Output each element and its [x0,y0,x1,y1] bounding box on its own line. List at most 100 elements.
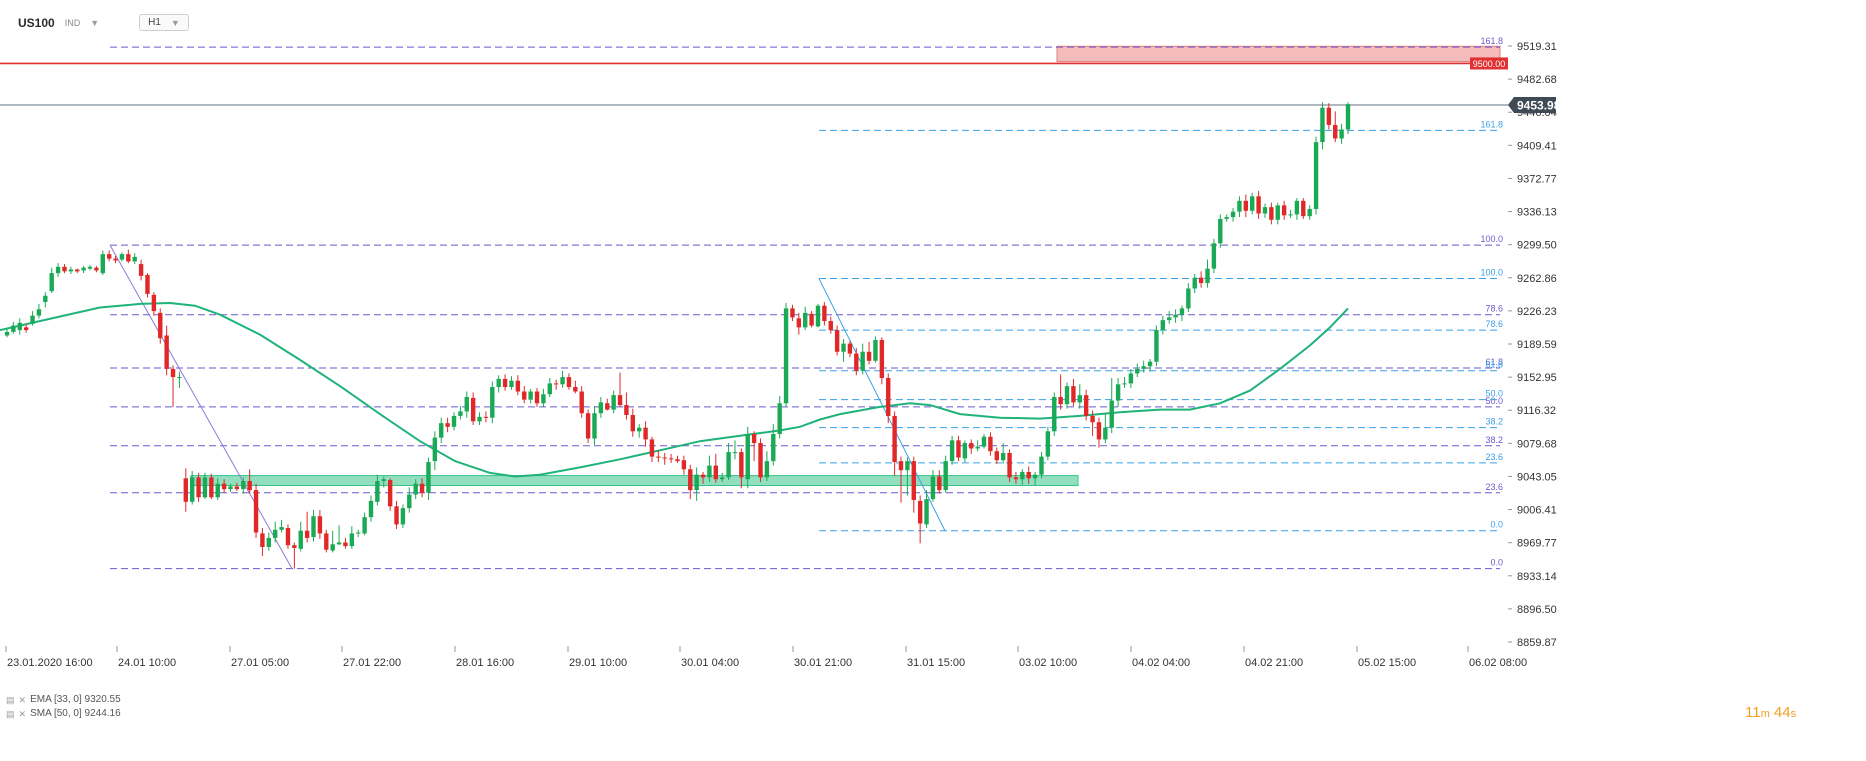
candle-body [1020,471,1025,480]
candle-body [1243,200,1249,211]
resistance-price-tag [1470,57,1508,70]
candle-body [17,322,22,331]
candle-body [1211,243,1217,269]
candle-body [36,309,42,316]
timer-minutes-unit: m [1760,708,1770,720]
candle-body [451,415,457,427]
x-axis-tick-label: 05.02 15:00 [1358,657,1416,669]
candle-body [279,527,284,530]
candle-body [1307,208,1312,217]
candle-body [196,477,201,498]
candle-body [30,315,35,324]
candle-body [611,395,616,410]
settings-icon[interactable]: ▤ [6,709,15,719]
candle-body [119,254,125,260]
y-axis-tick-label: 9043.05 [1517,471,1557,483]
candle-body [87,266,93,269]
candle-body [1013,477,1019,480]
candle-body [49,273,54,292]
x-axis-tick-label: 30.01 04:00 [681,657,739,669]
chevron-down-icon: ▼ [170,17,180,28]
candle-body [151,294,157,312]
fib-level-label: 61.8 [1485,360,1503,370]
instrument-type-badge: IND [64,17,81,28]
candle-body [592,413,597,439]
candle-body [758,443,763,478]
candle-body [675,459,680,462]
candle-body [917,500,923,524]
candle-body [866,351,872,361]
candle-body [522,391,527,400]
candle-body [266,537,272,547]
candle-body [937,476,942,491]
candle-body [1313,142,1319,209]
candle-body [617,395,623,406]
candle-body [777,403,782,435]
x-axis-tick-label: 29.01 10:00 [569,657,627,669]
candle-body [681,460,687,470]
candle-body [228,486,233,490]
fib-level-label: 161.8 [1480,36,1503,46]
candle-body [189,477,195,502]
fib-level-label: 50.0 [1485,389,1503,399]
candle-body [1339,129,1344,139]
candle-body [828,321,833,331]
candle-body [336,542,342,545]
candle-body [1115,384,1121,401]
candle-body [700,474,706,478]
candle-body [943,461,948,491]
candle-body [1205,268,1210,284]
close-icon[interactable]: ✕ [18,695,27,705]
candle-body [432,437,438,462]
candle-body [1058,396,1063,405]
candle-body [636,427,642,432]
candle-body [739,452,744,478]
symbol-label[interactable]: US100 [18,15,55,30]
resistance-zone [1056,45,1501,63]
candle-body [234,486,240,490]
y-axis-tick-label: 9079.68 [1517,438,1557,450]
candle-body [145,274,150,294]
candle-body [113,258,118,261]
candle-body [764,461,770,478]
candle-body [1083,395,1089,416]
candle-body [23,327,29,331]
candle-body [726,452,731,478]
candle-body [649,439,655,457]
y-axis-tick-label: 8859.87 [1517,637,1557,649]
candle-body [43,295,48,303]
candle-body [732,452,738,454]
candle-body [688,469,693,491]
settings-icon[interactable]: ▤ [6,695,15,705]
candle-body [1275,205,1280,220]
candle-body [62,266,67,272]
candle-body [100,254,105,274]
x-axis-tick-label: 04.02 04:00 [1132,657,1190,669]
timeframe-select[interactable]: H1 ▼ [139,14,189,31]
y-axis-tick-label: 9519.31 [1517,41,1557,53]
candle-body [1160,320,1166,331]
x-axis-tick-label: 23.01.2020 16:00 [7,657,93,669]
y-axis-tick-label: 8896.50 [1517,604,1557,616]
candle-body [419,483,425,493]
fib-level-label: 78.6 [1485,319,1503,329]
candle-body [873,340,878,361]
x-axis-tick-label: 31.01 15:00 [907,657,965,669]
indicator-legend: ▤ ✕ EMA [33, 0] 9320.55 ▤ ✕ SMA [50, 0] … [6,693,121,721]
candle-body [1045,431,1051,457]
candle-body [247,481,252,491]
candle-body [1198,277,1204,284]
y-axis-tick-label: 8933.14 [1517,571,1557,583]
close-icon[interactable]: ✕ [18,709,27,719]
candle-body [751,434,757,444]
x-axis-tick-label: 27.01 22:00 [343,657,401,669]
candle-body [796,318,802,328]
candle-body [394,506,399,525]
candle-body [1167,317,1172,321]
candle-body [860,351,865,371]
symbol-dropdown-icon[interactable]: ▼ [90,17,100,28]
candle-body [1128,373,1134,384]
candle-body [1090,415,1095,423]
